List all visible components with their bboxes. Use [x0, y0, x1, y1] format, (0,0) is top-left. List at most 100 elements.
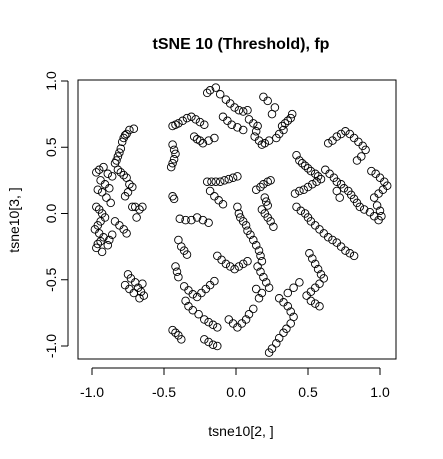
data-point [211, 83, 221, 92]
data-point [299, 185, 308, 194]
data-point [115, 148, 124, 157]
data-point [182, 250, 192, 259]
data-point [312, 177, 321, 186]
data-point [336, 242, 346, 251]
data-points [90, 83, 392, 357]
data-point [122, 229, 131, 238]
data-point [208, 340, 218, 349]
x-tick-label: -0.5 [152, 384, 176, 400]
y-tick-label: -0.5 [43, 267, 59, 291]
data-point [277, 121, 287, 131]
data-point [228, 173, 238, 182]
data-point [234, 105, 244, 115]
data-point [369, 211, 379, 221]
data-point [280, 119, 290, 128]
data-point [168, 325, 177, 335]
data-point [315, 302, 324, 311]
data-point [263, 96, 272, 106]
data-point [332, 177, 342, 186]
data-point [241, 315, 251, 324]
data-point [168, 140, 177, 149]
data-point [210, 192, 219, 201]
data-point [105, 184, 114, 193]
data-point [215, 177, 225, 186]
data-point [188, 305, 198, 315]
data-point [279, 328, 288, 338]
data-point [221, 259, 231, 269]
data-point [249, 235, 258, 245]
data-point [257, 288, 267, 298]
data-point [286, 307, 295, 316]
data-point [303, 164, 313, 173]
data-point [289, 283, 298, 292]
data-point [249, 304, 258, 314]
data-point [290, 189, 300, 198]
data-point [129, 288, 139, 298]
data-point [174, 119, 183, 128]
data-point [204, 317, 213, 327]
data-point [367, 166, 376, 176]
data-point [335, 193, 344, 202]
data-point [224, 315, 234, 324]
data-point [234, 209, 244, 218]
data-point [243, 256, 252, 266]
data-point [315, 225, 324, 234]
data-point [341, 127, 350, 136]
data-point [178, 116, 187, 126]
data-point [310, 169, 320, 179]
data-point [297, 158, 307, 168]
data-point [241, 221, 251, 230]
data-point [316, 174, 326, 184]
data-point [313, 264, 323, 274]
data-point [264, 283, 274, 292]
data-point [259, 92, 268, 102]
chart-title: tSNE 10 (Threshold), fp [153, 36, 330, 53]
data-point [132, 213, 141, 222]
data-point [107, 172, 117, 181]
data-point [93, 239, 103, 249]
data-point [99, 162, 108, 172]
data-point [283, 302, 293, 311]
data-point [213, 323, 222, 332]
data-point [336, 129, 346, 139]
data-point [120, 131, 130, 140]
data-point [213, 251, 222, 261]
y-tick-label: 0.0 [43, 204, 59, 224]
data-point [120, 280, 130, 290]
data-point [319, 229, 329, 238]
data-point [194, 309, 203, 319]
data-point [375, 206, 385, 216]
data-point [259, 272, 268, 282]
data-point [171, 262, 180, 271]
data-point [172, 267, 182, 277]
data-point [233, 123, 242, 132]
data-point [105, 235, 114, 245]
data-point [92, 202, 101, 212]
data-point [110, 217, 120, 226]
data-point [256, 267, 265, 277]
data-point [181, 296, 190, 306]
data-point [274, 294, 284, 303]
data-point [171, 149, 180, 159]
data-point [192, 213, 202, 222]
data-point [200, 120, 209, 129]
data-point [355, 202, 365, 212]
data-point [302, 291, 311, 300]
data-point [227, 120, 236, 129]
data-point [310, 283, 320, 292]
data-point [169, 154, 179, 164]
data-point [120, 192, 130, 201]
data-point [295, 278, 304, 287]
data-point [169, 145, 179, 155]
data-point [266, 176, 275, 185]
data-point [279, 298, 288, 307]
x-tick-label: 1.0 [370, 384, 390, 400]
data-point [286, 319, 295, 328]
data-point [345, 249, 355, 258]
data-point [306, 296, 316, 306]
data-point [96, 176, 105, 185]
data-point [115, 221, 124, 230]
data-point [97, 247, 107, 257]
data-point [269, 222, 278, 232]
data-point [315, 279, 324, 288]
